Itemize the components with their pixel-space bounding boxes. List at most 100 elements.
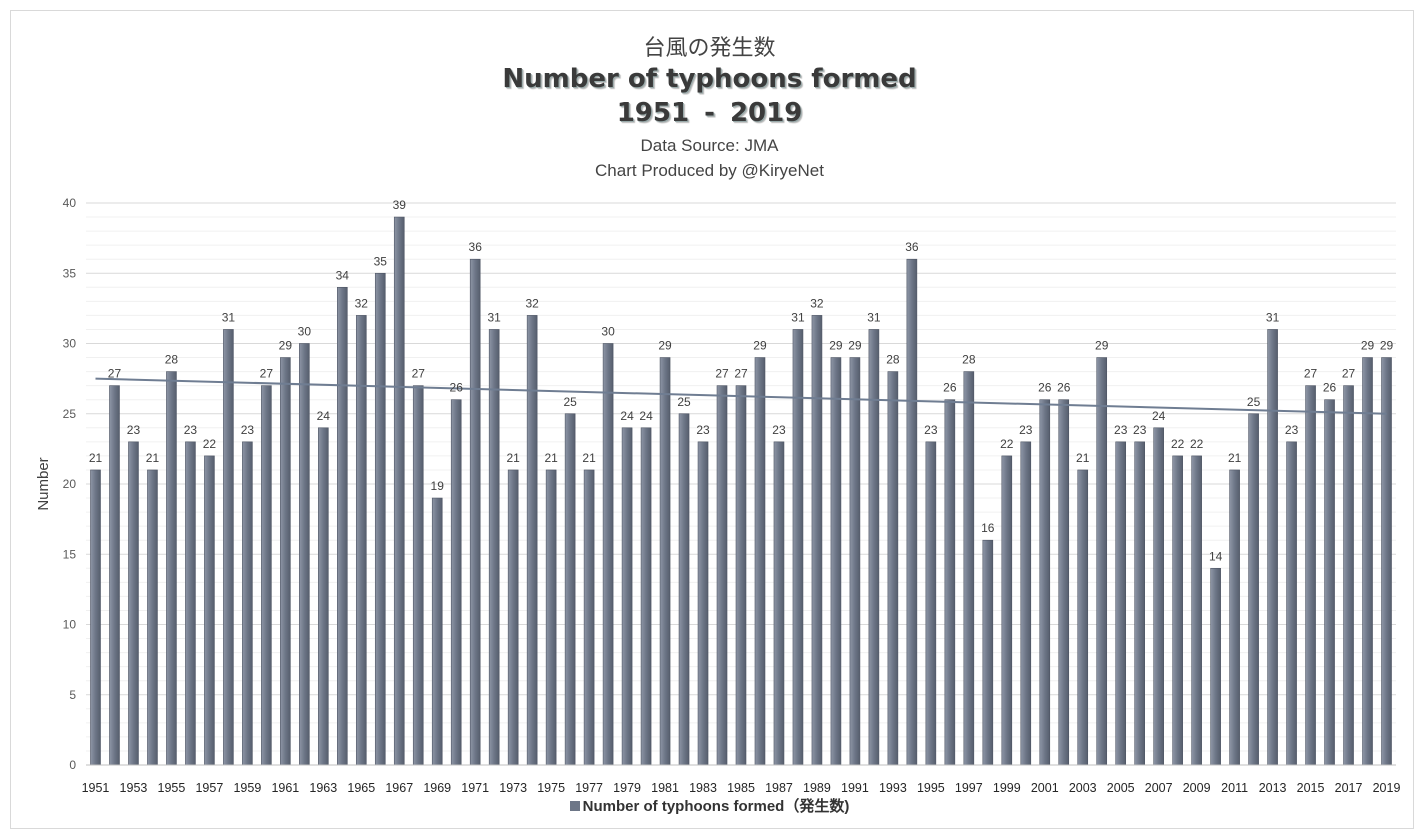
bar: [1229, 469, 1240, 766]
bar: [526, 315, 538, 766]
y-axis-label: Number: [35, 457, 52, 510]
data-label: 32: [810, 296, 824, 310]
bar: [1343, 385, 1354, 766]
bar: [374, 272, 386, 766]
x-tick-label: 1969: [423, 781, 451, 795]
y-tick-label: 30: [63, 337, 77, 351]
bar: [564, 413, 576, 766]
x-tick-label: 1995: [917, 781, 945, 795]
data-label: 16: [981, 521, 995, 535]
data-label: 21: [146, 451, 160, 465]
x-tick-label: 1975: [537, 781, 565, 795]
data-label: 23: [1114, 423, 1128, 437]
x-tick-label: 1989: [803, 781, 831, 795]
bar: [1191, 455, 1202, 766]
data-label: 24: [620, 409, 634, 423]
x-tick-label: 2001: [1031, 781, 1059, 795]
y-tick-label: 5: [69, 688, 76, 702]
trend-line: [95, 377, 1387, 415]
x-tick-label: 1965: [347, 781, 375, 795]
bar: [545, 469, 557, 766]
bar: [1077, 469, 1089, 766]
data-label: 26: [943, 381, 957, 395]
data-label: 36: [905, 240, 919, 254]
bar: [868, 329, 880, 766]
data-label: 31: [867, 310, 881, 324]
legend-swatch: [569, 801, 580, 811]
data-label: 30: [601, 325, 615, 339]
bar: [412, 385, 424, 766]
bar: [830, 357, 842, 766]
x-tick-label: 1999: [993, 781, 1021, 795]
data-label: 14: [1209, 549, 1223, 563]
x-tick-label: 1997: [955, 781, 983, 795]
y-tick-label: 20: [63, 477, 77, 491]
x-tick-label: 1983: [689, 781, 717, 795]
x-tick-label: 2017: [1335, 781, 1363, 795]
bar: [261, 385, 272, 766]
bar: [811, 315, 823, 766]
data-label: 27: [260, 367, 274, 381]
data-label: 24: [317, 409, 331, 423]
bar: [299, 343, 310, 766]
bar: [1248, 413, 1259, 766]
chart-data-source: Data Source: JMA: [640, 136, 779, 155]
x-tick-label: 1955: [158, 781, 186, 795]
bar: [944, 399, 956, 766]
bar: [1286, 441, 1297, 766]
bar: [1039, 399, 1051, 766]
bar: [1001, 455, 1013, 766]
bar: [1096, 357, 1108, 766]
y-tick-label: 35: [63, 266, 77, 280]
data-label: 29: [279, 339, 293, 353]
data-label: 28: [962, 353, 976, 367]
data-label: 31: [222, 310, 236, 324]
x-tick-label: 2003: [1069, 781, 1097, 795]
x-tick-label: 2007: [1145, 781, 1173, 795]
bar: [716, 385, 728, 766]
data-label: 23: [924, 423, 938, 437]
x-tick-label: 1951: [82, 781, 110, 795]
bar: [754, 357, 766, 766]
data-label: 25: [677, 395, 691, 409]
data-label: 21: [506, 451, 520, 465]
data-label: 22: [1000, 437, 1014, 451]
x-tick-label: 1971: [461, 781, 489, 795]
data-label: 22: [1190, 437, 1204, 451]
x-tick-label: 1963: [309, 781, 337, 795]
bar: [735, 385, 747, 766]
data-label: 23: [696, 423, 710, 437]
data-label: 21: [89, 451, 103, 465]
x-tick-label: 1985: [727, 781, 755, 795]
bar: [621, 427, 633, 766]
x-tick-label: 1979: [613, 781, 641, 795]
chart-credit: Chart Produced by @KiryeNet: [595, 161, 824, 180]
bar: [1115, 441, 1127, 766]
bar: [1020, 441, 1032, 766]
bar: [337, 286, 348, 766]
data-label: 27: [715, 367, 729, 381]
x-tick-label: 2009: [1183, 781, 1211, 795]
data-label: 23: [772, 423, 786, 437]
bar: [906, 258, 918, 766]
bar: [773, 441, 785, 766]
bar: [583, 469, 595, 766]
bar: [488, 329, 500, 766]
data-label: 29: [829, 339, 843, 353]
bar: [849, 357, 861, 766]
data-label: 23: [241, 423, 255, 437]
data-label: 31: [488, 310, 502, 324]
chart-title: Number of typhoons formed: [502, 64, 917, 94]
bar: [1134, 441, 1145, 766]
bar: [242, 441, 253, 766]
data-label: 29: [658, 339, 672, 353]
y-tick-label: 40: [63, 196, 77, 210]
data-label: 27: [734, 367, 748, 381]
bar: [318, 427, 329, 766]
y-tick-label: 0: [69, 758, 76, 772]
bar: [507, 469, 519, 766]
y-tick-label: 10: [63, 618, 77, 632]
bar: [678, 413, 690, 766]
bar: [280, 357, 291, 766]
